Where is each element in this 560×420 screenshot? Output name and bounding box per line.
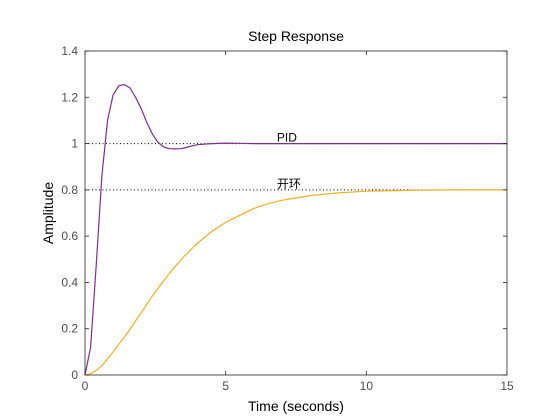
x-tick-label: 15 <box>500 379 514 393</box>
series-line-0 <box>84 83 507 376</box>
y-tick-label: 0.2 <box>61 322 78 336</box>
series-label-0: PID <box>277 131 297 145</box>
y-axis-label: Amplitude <box>40 182 56 244</box>
y-tick-label: 1.4 <box>61 44 78 58</box>
x-axis-label: Time (seconds) <box>248 398 344 414</box>
series-line-1 <box>84 189 507 376</box>
y-tick-label: 0.6 <box>61 229 78 243</box>
x-tick-label: 5 <box>222 379 229 393</box>
series-labels: PID 开环 <box>277 131 301 191</box>
axis-ticks: 0 5 10 15 0 0.2 0.4 0.6 0.8 1 1.2 1.4 <box>61 44 514 393</box>
y-tick-label: 0.8 <box>61 183 78 197</box>
y-tick-label: 1.2 <box>61 90 78 104</box>
x-tick-label: 0 <box>82 379 89 393</box>
series-label-1: 开环 <box>277 177 301 191</box>
y-tick-label: 0.4 <box>61 275 78 289</box>
y-tick-label: 0 <box>71 368 78 382</box>
y-tick-label: 1 <box>71 137 78 151</box>
plot-area <box>84 50 508 376</box>
series-group <box>84 83 507 376</box>
x-tick-label: 10 <box>360 379 374 393</box>
chart-title: Step Response <box>248 28 344 44</box>
